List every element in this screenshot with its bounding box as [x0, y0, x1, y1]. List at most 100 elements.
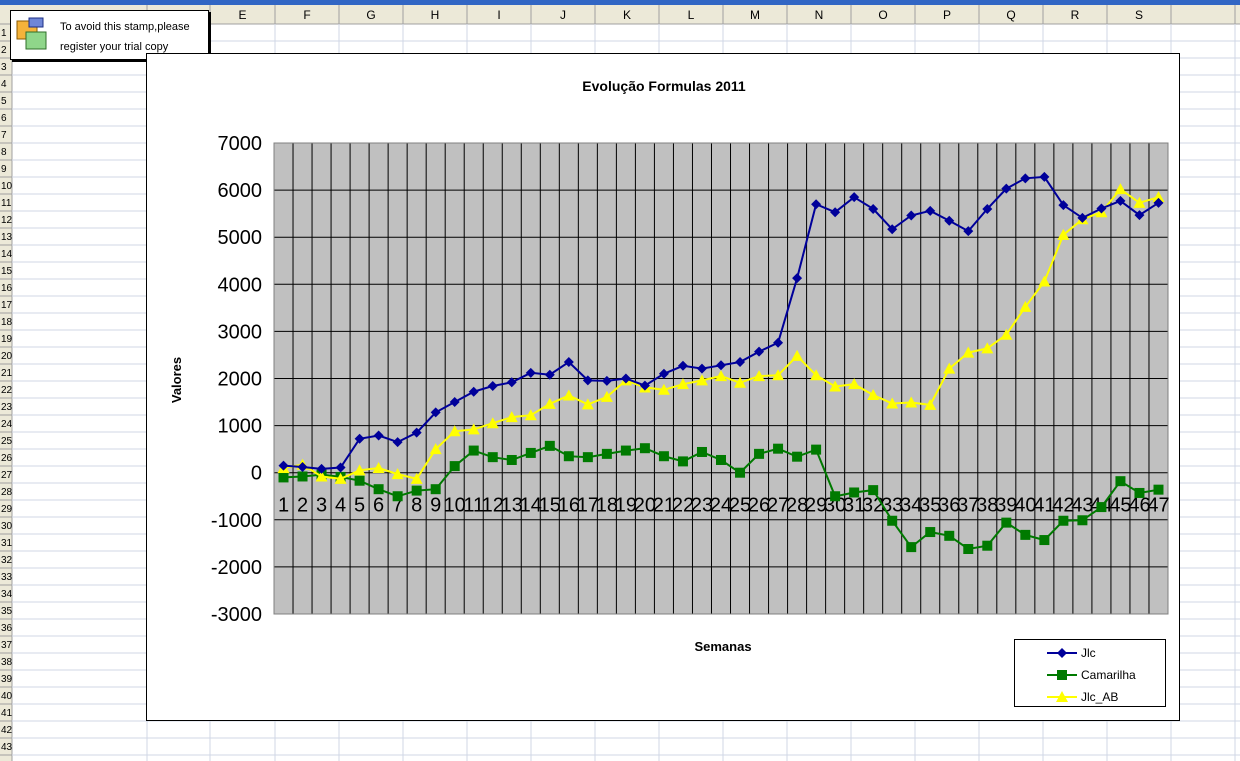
point-jlc	[544, 369, 555, 380]
x-tick-label: 26	[748, 495, 770, 517]
x-tick-label: 15	[539, 495, 561, 517]
row-header: 29	[1, 504, 13, 515]
point-jlc-ab	[505, 411, 518, 423]
point-jlc	[297, 462, 308, 473]
legend-label-jlc: Jlc	[1081, 646, 1096, 660]
point-camarilha	[792, 451, 803, 462]
point-camarilha	[449, 461, 460, 472]
row-header: 16	[1, 283, 13, 294]
point-jlc	[696, 363, 707, 374]
x-tick-label: 34	[900, 495, 922, 517]
row-header: 35	[1, 606, 13, 617]
point-jlc	[601, 375, 612, 386]
point-jlc	[582, 375, 593, 386]
point-camarilha	[1077, 515, 1088, 526]
x-axis-title: Semanas	[694, 639, 751, 654]
y-tick-label: 1000	[218, 416, 263, 438]
point-camarilha	[830, 491, 841, 502]
point-jlc-ab	[410, 472, 423, 484]
point-camarilha	[1153, 484, 1164, 495]
x-tick-label: 16	[558, 495, 580, 517]
y-tick-label: 4000	[218, 274, 263, 296]
point-camarilha	[639, 443, 650, 454]
point-jlc-ab	[1019, 300, 1032, 312]
x-tick-label: 35	[919, 495, 941, 517]
x-tick-label: 6	[373, 495, 384, 517]
legend-label-camarilha: Camarilha	[1081, 668, 1136, 682]
x-tick-label: 42	[1052, 495, 1074, 517]
row-header: 26	[1, 453, 13, 464]
column-header: R	[1071, 8, 1080, 22]
x-tick-label: 13	[501, 495, 523, 517]
point-camarilha	[1020, 529, 1031, 540]
chart-object[interactable]: 7000 6000 5000 4000 3000 2000 1000 0 -1000 -2000 -…	[146, 53, 1180, 721]
column-header: O	[878, 8, 887, 22]
y-tick-label: -1000	[211, 510, 262, 532]
point-camarilha	[982, 540, 993, 551]
point-jlc	[278, 460, 289, 471]
point-jlc-ab	[962, 346, 975, 358]
row-header: 10	[1, 181, 13, 192]
point-jlc	[468, 386, 479, 397]
x-tick-label: 25	[729, 495, 751, 517]
y-tick-label: -2000	[211, 557, 262, 579]
point-jlc	[525, 367, 536, 378]
point-jlc	[1096, 203, 1107, 214]
x-tick-label: 39	[995, 495, 1017, 517]
point-jlc-ab	[1152, 191, 1165, 203]
row-header: 41	[1, 708, 13, 719]
point-jlc-ab	[1057, 228, 1070, 240]
point-jlc-ab	[810, 369, 823, 381]
legend-key-jlc	[1047, 648, 1077, 658]
column-header: H	[431, 8, 440, 22]
x-tick-label: 3	[316, 495, 327, 517]
row-header: 36	[1, 623, 13, 634]
row-header: 38	[1, 657, 13, 668]
point-camarilha	[563, 451, 574, 462]
trial-stamp: To avoid this stamp,please register your…	[10, 10, 209, 60]
point-jlc	[735, 357, 746, 368]
point-jlc	[620, 373, 631, 384]
x-tick-label: 24	[710, 495, 732, 517]
point-jlc-ab	[334, 472, 347, 484]
x-tick-label: 11	[463, 495, 484, 517]
row-header: 9	[1, 164, 7, 175]
x-tick-label: 7	[392, 495, 403, 517]
point-jlc	[944, 215, 955, 226]
trial-stamp-icon	[16, 17, 47, 50]
point-camarilha	[696, 446, 707, 457]
column-header: M	[750, 8, 760, 22]
point-jlc-ab	[734, 376, 747, 388]
plot-border	[273, 142, 1169, 615]
row-header: 15	[1, 266, 13, 277]
point-jlc	[773, 337, 784, 348]
point-jlc	[1134, 210, 1145, 221]
point-jlc-ab	[543, 397, 556, 409]
point-jlc-ab	[657, 383, 670, 395]
legend-label-jlc-ab: Jlc_AB	[1081, 690, 1119, 704]
row-header: 1	[1, 28, 7, 39]
row-header: 34	[1, 589, 13, 600]
x-tick-label: 36	[938, 495, 960, 517]
point-jlc	[411, 427, 422, 438]
point-jlc-ab	[772, 369, 785, 381]
point-jlc-ab	[753, 370, 766, 382]
row-header: 3	[1, 62, 7, 73]
point-camarilha	[735, 467, 746, 478]
point-jlc-ab	[981, 342, 994, 354]
column-header: I	[497, 8, 500, 22]
point-jlc-ab	[886, 397, 899, 409]
chart-legend[interactable]: Jlc Camarilha Jlc_AB	[1014, 639, 1166, 707]
row-header: 27	[1, 470, 13, 481]
line-chart: 7000 6000 5000 4000 3000 2000 1000 0 -1000 -2000 -…	[169, 78, 1170, 654]
point-jlc	[849, 192, 860, 203]
y-tick-label: 0	[251, 463, 262, 485]
point-jlc-ab	[562, 389, 575, 401]
point-camarilha	[716, 454, 726, 465]
point-jlc	[373, 430, 384, 441]
x-tick-label: 27	[767, 495, 789, 517]
point-jlc-ab	[1114, 183, 1127, 195]
point-jlc-ab	[695, 374, 708, 386]
point-jlc-ab	[905, 396, 918, 408]
point-jlc-ab	[600, 390, 613, 402]
